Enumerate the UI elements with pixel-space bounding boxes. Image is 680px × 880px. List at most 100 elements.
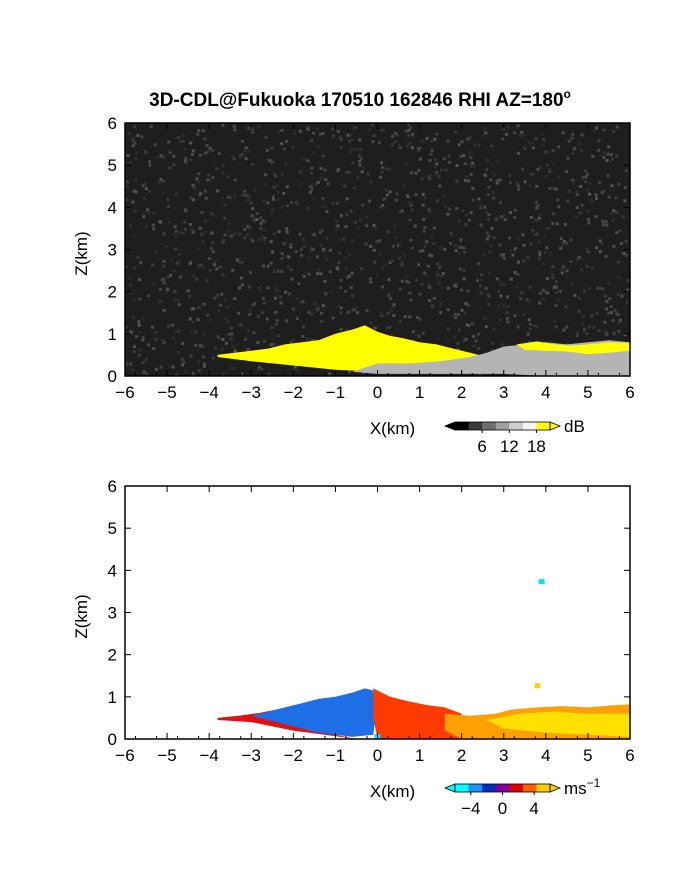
noise-pixel: [586, 250, 590, 254]
noise-pixel: [601, 320, 605, 324]
noise-pixel: [537, 240, 541, 244]
noise-pixel: [534, 200, 538, 204]
noise-pixel: [262, 199, 266, 203]
noise-pixel: [295, 317, 299, 320]
noise-pixel: [512, 131, 516, 135]
noise-pixel: [282, 242, 286, 246]
noise-pixel: [233, 194, 237, 198]
noise-pixel: [509, 249, 513, 253]
noise-pixel: [262, 264, 266, 268]
noise-pixel: [420, 282, 424, 286]
noise-pixel: [612, 244, 616, 248]
noise-pixel: [502, 283, 506, 286]
noise-pixel: [580, 268, 584, 272]
noise-pixel: [571, 282, 575, 286]
noise-pixel: [467, 218, 471, 222]
noise-pixel: [526, 256, 530, 260]
noise-pixel: [495, 179, 499, 183]
noise-pixel: [536, 324, 539, 328]
noise-pixel: [615, 312, 619, 316]
noise-pixel: [582, 289, 586, 293]
noise-pixel: [134, 157, 138, 161]
noise-pixel: [272, 232, 276, 236]
isolated-echo-point: [534, 683, 541, 689]
noise-pixel: [485, 231, 489, 235]
noise-pixel: [298, 232, 302, 236]
noise-pixel: [379, 205, 382, 209]
noise-pixel: [546, 150, 550, 154]
noise-pixel: [491, 341, 494, 345]
noise-pixel: [215, 189, 219, 193]
noise-pixel: [337, 261, 341, 265]
noise-pixel: [210, 212, 214, 216]
noise-pixel: [177, 329, 181, 333]
noise-pixel: [244, 146, 248, 150]
noise-pixel: [392, 303, 396, 307]
noise-pixel: [300, 253, 303, 257]
noise-pixel: [416, 316, 420, 319]
noise-pixel: [485, 237, 489, 241]
noise-pixel: [249, 201, 253, 205]
noise-pixel: [308, 191, 312, 194]
noise-pixel: [601, 219, 605, 223]
noise-pixel: [557, 205, 561, 209]
noise-pixel: [259, 216, 263, 220]
noise-pixel: [394, 198, 398, 202]
noise-pixel: [491, 163, 495, 167]
noise-pixel: [575, 206, 579, 210]
noise-pixel: [178, 231, 182, 235]
noise-pixel: [464, 223, 468, 227]
noise-pixel: [536, 232, 540, 236]
noise-pixel: [238, 154, 242, 158]
y-tick-label: 6: [108, 477, 117, 496]
noise-pixel: [587, 287, 591, 291]
noise-pixel: [529, 242, 533, 246]
noise-pixel: [368, 199, 372, 203]
noise-pixel: [462, 339, 466, 343]
colorbar-tick-label: 4: [529, 799, 538, 818]
noise-pixel: [490, 144, 494, 148]
noise-pixel: [472, 165, 476, 168]
noise-pixel: [439, 311, 443, 315]
y-tick-label: 4: [108, 198, 117, 217]
noise-pixel: [380, 170, 384, 174]
noise-pixel: [506, 304, 510, 308]
noise-pixel: [125, 325, 128, 329]
colorbar-segment: [455, 422, 470, 430]
noise-pixel: [500, 343, 504, 347]
noise-pixel: [492, 196, 495, 200]
noise-pixel: [462, 268, 466, 272]
noise-pixel: [274, 174, 277, 178]
noise-pixel: [280, 270, 284, 274]
noise-pixel: [565, 325, 569, 329]
noise-pixel: [130, 361, 133, 365]
noise-pixel: [316, 272, 320, 275]
noise-pixel: [197, 129, 201, 133]
noise-pixel: [191, 320, 195, 324]
noise-pixel: [365, 309, 369, 313]
noise-pixel: [218, 303, 222, 307]
noise-pixel: [125, 363, 129, 367]
noise-pixel: [248, 308, 252, 312]
noise-pixel: [523, 180, 527, 184]
noise-pixel: [286, 265, 290, 269]
noise-pixel: [618, 318, 622, 322]
noise-pixel: [349, 133, 353, 137]
noise-pixel: [202, 265, 206, 269]
noise-pixel: [609, 153, 613, 157]
noise-pixel: [324, 205, 328, 209]
noise-pixel: [280, 252, 284, 256]
noise-pixel: [553, 187, 557, 191]
noise-pixel: [409, 238, 413, 242]
noise-pixel: [408, 291, 412, 295]
noise-pixel: [317, 166, 321, 170]
noise-pixel: [408, 201, 412, 205]
noise-pixel: [381, 266, 384, 270]
noise-pixel: [531, 228, 534, 232]
noise-pixel: [611, 319, 615, 323]
noise-pixel: [158, 220, 162, 223]
noise-pixel: [312, 233, 316, 237]
noise-pixel: [552, 319, 556, 323]
noise-pixel: [221, 171, 224, 175]
y-tick-label: 3: [108, 241, 117, 260]
